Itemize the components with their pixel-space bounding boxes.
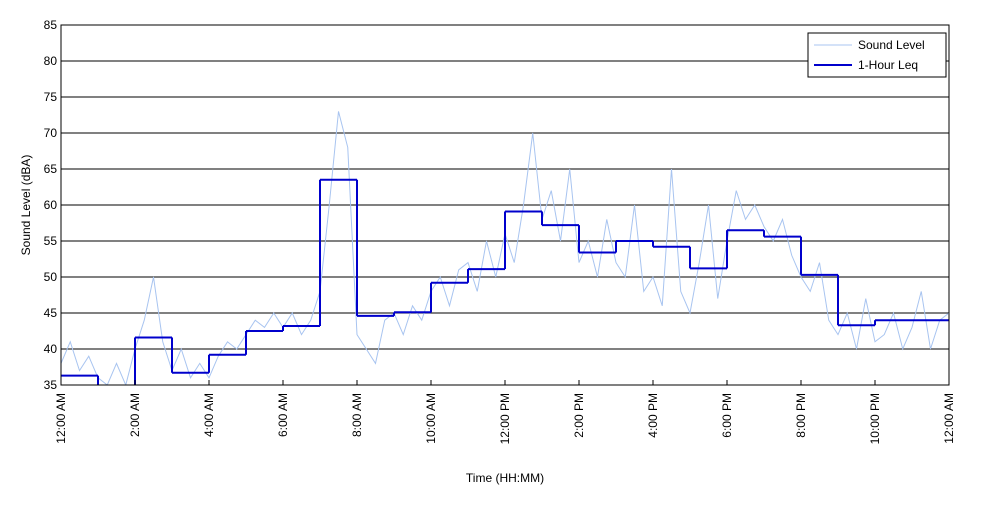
- x-tick-label: 6:00 AM: [276, 393, 290, 437]
- y-tick-label: 40: [44, 342, 58, 356]
- y-tick-label: 70: [44, 126, 58, 140]
- y-tick-label: 75: [44, 90, 58, 104]
- y-tick-label: 85: [44, 18, 58, 32]
- y-tick-label: 35: [44, 378, 58, 392]
- x-tick-label: 8:00 AM: [350, 393, 364, 437]
- x-tick-label: 2:00 AM: [128, 393, 142, 437]
- y-axis-label: Sound Level (dBA): [19, 155, 33, 256]
- x-tick-label: 12:00 AM: [54, 393, 68, 444]
- x-tick-label: 6:00 PM: [720, 393, 734, 438]
- y-tick-label: 50: [44, 270, 58, 284]
- legend-box: [807, 32, 947, 78]
- y-tick-label: 80: [44, 54, 58, 68]
- x-tick-label: 4:00 AM: [202, 393, 216, 437]
- x-tick-label: 8:00 PM: [794, 393, 808, 438]
- x-tick-label: 2:00 PM: [572, 393, 586, 438]
- y-tick-label: 60: [44, 198, 58, 212]
- x-tick-label: 12:00 AM: [942, 393, 956, 444]
- y-tick-label: 55: [44, 234, 58, 248]
- y-tick-label: 45: [44, 306, 58, 320]
- x-axis-label: Time (HH:MM): [466, 471, 544, 485]
- x-tick-label: 4:00 PM: [646, 393, 660, 438]
- x-tick-label: 10:00 PM: [868, 393, 882, 444]
- legend-label: Sound Level: [858, 38, 925, 52]
- x-tick-label: 10:00 AM: [424, 393, 438, 444]
- legend-label: 1-Hour Leq: [858, 58, 918, 72]
- x-tick-label: 12:00 PM: [498, 393, 512, 444]
- y-tick-label: 65: [44, 162, 58, 176]
